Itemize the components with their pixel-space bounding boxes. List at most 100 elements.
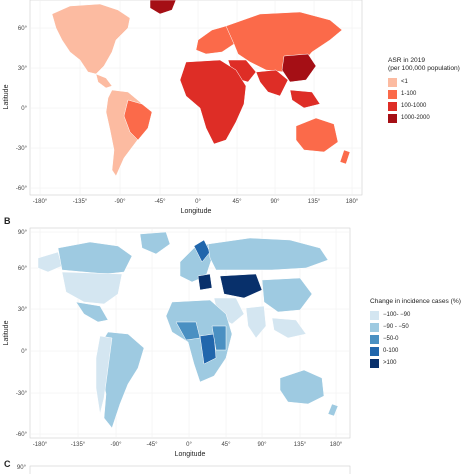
- east-asia-shape: [281, 53, 317, 83]
- map-b: 90° 60° 30° 0° -30° -60° -180° -135° -90° -45° 0°…: [3, 227, 351, 458]
- southeast-asia-shape-b: [271, 317, 307, 339]
- usa-shape: [61, 271, 123, 305]
- x-tick-label: -180°: [33, 199, 48, 205]
- brazil-shape: [123, 99, 153, 141]
- legend-label: −100- −90: [383, 312, 411, 318]
- panel-b: B: [0, 216, 474, 460]
- countries-a: [51, 0, 351, 177]
- legend-swatch: [370, 310, 379, 320]
- eastern-europe-shape: [197, 273, 213, 291]
- x-tick-label: 45°: [221, 442, 231, 448]
- x-ticks-b: -180° -135° -90° -45° 0° 45° 90° 135° 180°: [33, 442, 343, 448]
- y-tick-label: -60°: [16, 186, 28, 192]
- india-shape: [245, 305, 267, 339]
- legend-swatch: [370, 334, 379, 344]
- y-tick-label: 90°: [18, 230, 28, 236]
- y-axis-title-a: Latitude: [3, 84, 10, 109]
- russia-shape-b: [207, 237, 329, 271]
- legend-swatch: [370, 322, 379, 332]
- countries-b: [37, 231, 339, 429]
- australia-shape-b: [279, 369, 325, 405]
- new-zealand-shape: [339, 149, 351, 165]
- x-tick-label: 0°: [195, 199, 201, 205]
- x-tick-label: -180°: [33, 442, 48, 448]
- x-tick-label: -45°: [146, 442, 158, 448]
- legend-label: 1000-2000: [401, 115, 430, 121]
- australia-shape: [295, 117, 339, 153]
- legend-label: >100: [383, 360, 397, 366]
- legend-title-a: ASR in 2019 (per 100,000 population): [388, 57, 460, 72]
- canada-shape: [57, 241, 133, 275]
- china-shape: [261, 277, 313, 313]
- new-zealand-shape-b: [327, 403, 339, 417]
- legend-swatch: [388, 113, 397, 123]
- y-tick-label: 0°: [21, 349, 27, 355]
- kazakhstan-shape: [219, 273, 263, 299]
- panel-a: 60° 30° 0° -30° -60° -180° -135° -90° -45° 0° 45°…: [0, 0, 474, 218]
- x-tick-label: 90°: [270, 199, 280, 205]
- legend-swatch: [370, 358, 379, 368]
- map-a: 60° 30° 0° -30° -60° -180° -135° -90° -45° 0° 45°…: [3, 0, 363, 215]
- legend-title-b: Change in incidence cases (%): [370, 298, 461, 305]
- legend-swatch: [388, 89, 397, 99]
- southeast-asia-shape: [289, 89, 321, 109]
- x-tick-label: 135°: [294, 442, 307, 448]
- x-tick-label: 0°: [186, 442, 192, 448]
- legend-label: −50-0: [383, 336, 399, 342]
- alaska-shape: [37, 251, 63, 273]
- x-tick-label: 135°: [308, 199, 321, 205]
- y-tick-label: -60°: [16, 432, 28, 438]
- legend-label: 1-100: [401, 91, 417, 97]
- y-ticks-b: 90° 60° 30° 0° -30° -60°: [16, 230, 28, 438]
- legend-item: −90 - −50: [370, 321, 461, 333]
- west-south-america-shape: [95, 335, 113, 415]
- south-asia-shape: [255, 69, 289, 97]
- x-tick-label: -135°: [73, 199, 88, 205]
- legend-item: 100-1000: [388, 100, 460, 112]
- legend-label: −90 - −50: [383, 324, 409, 330]
- legend-label: <1: [401, 79, 408, 85]
- central-america-shape: [95, 73, 113, 89]
- y-tick-label: 60°: [18, 26, 28, 32]
- africa-shape: [179, 59, 247, 145]
- y-tick-label: 30°: [18, 66, 28, 72]
- panel-letter-c: C: [4, 459, 11, 469]
- x-axis-title-b: Longitude: [175, 451, 206, 458]
- y-tick-label: 60°: [18, 266, 28, 272]
- legend-item: −100- −90: [370, 309, 461, 321]
- legend-item: 0-100: [370, 345, 461, 357]
- east-africa-shape: [211, 325, 227, 351]
- panel-letter-b: B: [4, 216, 11, 226]
- legend-item: 1000-2000: [388, 112, 460, 124]
- legend-a: ASR in 2019 (per 100,000 population) <1 1…: [388, 57, 460, 124]
- legend-label: 100-1000: [401, 103, 427, 109]
- y-tick-label: 0°: [21, 106, 27, 112]
- north-america-shape: [51, 3, 131, 75]
- legend-swatch: [370, 346, 379, 356]
- y-tick-label: -30°: [16, 391, 28, 397]
- mexico-shape: [75, 301, 109, 323]
- y-tick-label: 30°: [18, 307, 28, 313]
- x-tick-label: 45°: [232, 199, 242, 205]
- greenland-shape-b: [139, 231, 171, 255]
- x-tick-label: 180°: [330, 442, 343, 448]
- central-africa-shape: [199, 333, 217, 365]
- greenland-shape: [149, 0, 177, 15]
- legend-item: <1: [388, 76, 460, 88]
- legend-item: >100: [370, 357, 461, 369]
- legend-item: 1-100: [388, 88, 460, 100]
- west-africa-shape: [175, 321, 201, 341]
- legend-b: Change in incidence cases (%) −100- −90 −…: [370, 298, 461, 369]
- africa-shape-b: [165, 299, 233, 383]
- x-tick-label: -45°: [154, 199, 166, 205]
- legend-item: −50-0: [370, 333, 461, 345]
- x-ticks-a: -180° -135° -90° -45° 0° 45° 90° 135° 180°: [33, 199, 359, 205]
- y-tick-label: -30°: [16, 146, 28, 152]
- legend-label: 0-100: [383, 348, 399, 354]
- map-c-top: 90°: [17, 465, 351, 474]
- y-tick-label: 90°: [17, 465, 27, 471]
- y-ticks-a: 60° 30° 0° -30° -60°: [16, 26, 28, 192]
- x-tick-label: -90°: [110, 442, 122, 448]
- x-tick-label: 90°: [257, 442, 267, 448]
- legend-swatch: [388, 77, 397, 87]
